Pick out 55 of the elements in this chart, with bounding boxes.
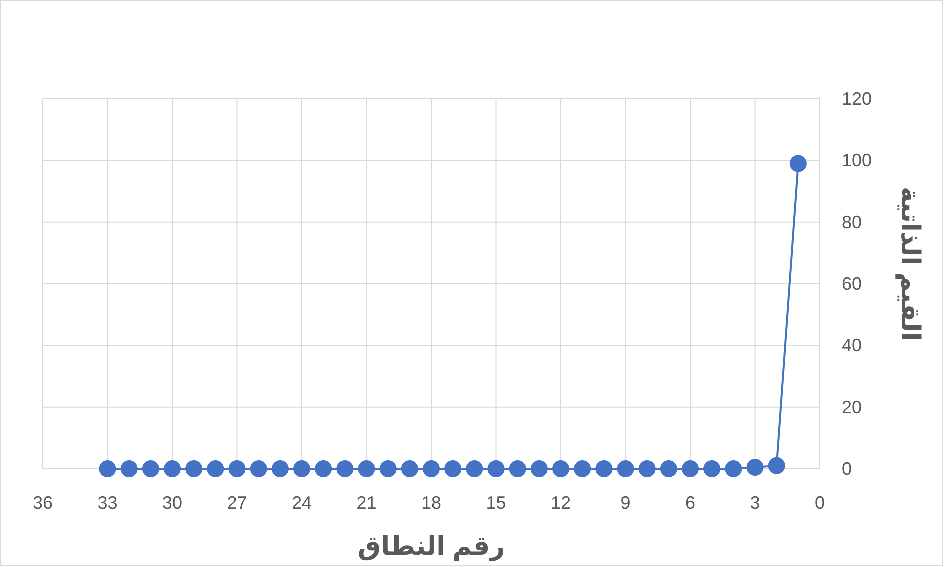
x-tick-label: 3 [750, 493, 760, 513]
point [596, 460, 613, 478]
y-tick-label: 100 [842, 150, 872, 171]
y-tick-label: 60 [842, 274, 862, 294]
point [660, 460, 678, 478]
point [99, 460, 116, 478]
x-tick-label: 15 [486, 493, 506, 513]
y-tick-label: 40 [842, 336, 862, 356]
x-axis-title: رقم النطاق [358, 531, 506, 562]
y-axis-title: القيم الذاتية [895, 186, 926, 342]
point [638, 460, 656, 478]
point [142, 460, 160, 478]
point [488, 460, 505, 478]
point [746, 458, 764, 476]
point [250, 460, 268, 478]
x-tick-label: 9 [620, 493, 631, 513]
point [617, 460, 634, 478]
x-tick-label: 27 [227, 493, 248, 513]
point [380, 460, 397, 478]
point [768, 457, 786, 474]
point [120, 460, 138, 478]
point [444, 460, 462, 478]
point [790, 155, 807, 172]
point [704, 460, 721, 478]
point [207, 460, 224, 478]
y-tick-label: 20 [842, 397, 862, 418]
point [186, 460, 203, 478]
x-tick-label: 6 [685, 493, 696, 513]
x-tick-label: 30 [162, 493, 183, 513]
point [552, 460, 570, 478]
point [466, 460, 484, 478]
x-tick-label: 36 [32, 493, 54, 513]
point [272, 460, 289, 478]
x-tick-label: 24 [292, 493, 312, 513]
point [682, 460, 699, 478]
point [336, 460, 354, 478]
point [164, 460, 181, 478]
x-tick-label: 12 [550, 493, 572, 513]
x-tick-label: 33 [98, 493, 118, 513]
point [401, 460, 418, 478]
y-tick-label: 0 [842, 459, 852, 479]
point [228, 460, 246, 478]
point [423, 460, 440, 478]
x-tick-label: 0 [814, 493, 826, 513]
point [509, 460, 526, 478]
y-tick-label: 120 [842, 89, 872, 109]
x-tick-label: 18 [421, 493, 442, 513]
point [574, 460, 592, 478]
point [530, 460, 548, 478]
y-tick-label: 80 [842, 212, 862, 232]
point [294, 460, 310, 478]
x-tick-label: 21 [356, 493, 377, 513]
point [315, 460, 332, 478]
point [358, 460, 376, 478]
point [725, 460, 742, 478]
